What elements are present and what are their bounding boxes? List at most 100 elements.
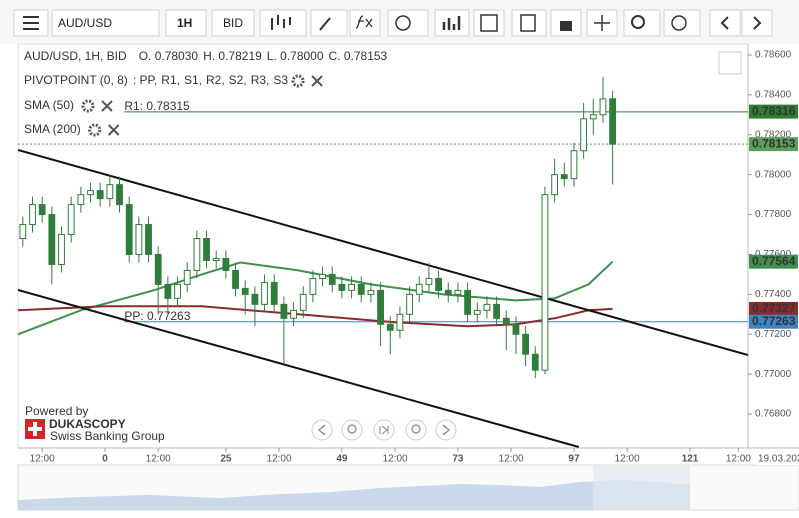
forward-icon xyxy=(753,16,762,30)
fullscreen-button[interactable] xyxy=(718,51,742,75)
report-button[interactable] xyxy=(511,9,547,37)
candle-body xyxy=(406,293,413,315)
ohlc-high: H. 0.78219 xyxy=(203,49,262,63)
candle xyxy=(357,276,365,303)
symbol-select[interactable] xyxy=(51,9,160,37)
candle-body xyxy=(425,277,433,285)
candle-body xyxy=(541,194,549,371)
candle-body xyxy=(280,303,288,319)
candle xyxy=(106,174,114,207)
y-tick-label: 0.77800 xyxy=(755,209,792,220)
candle xyxy=(454,282,462,303)
back-button[interactable] xyxy=(709,9,741,37)
reset-button[interactable] xyxy=(373,419,395,441)
ohlc-close: C. 0.78153 xyxy=(329,49,388,63)
x-tick-label: 25 xyxy=(220,454,232,465)
candle xyxy=(473,302,481,323)
candle-body xyxy=(599,98,607,116)
candle-body xyxy=(589,114,597,120)
navigator xyxy=(17,464,799,511)
side-select[interactable] xyxy=(211,9,255,37)
price-badge-label: 0.77564 xyxy=(752,254,796,268)
candle-body xyxy=(96,190,104,200)
candle-body xyxy=(261,281,268,305)
period-select[interactable] xyxy=(165,9,207,37)
candle-body xyxy=(415,283,423,295)
nav-controls xyxy=(311,419,457,441)
forward-button[interactable] xyxy=(741,9,773,37)
scroll-left-button[interactable] xyxy=(311,419,333,441)
chart-title: AUD/USD, 1H, BID xyxy=(24,49,127,63)
settings-icon xyxy=(81,99,95,113)
price-badge-label: 0.78153 xyxy=(752,136,796,150)
pivot-level: R2, xyxy=(206,73,225,87)
candle-body xyxy=(154,253,162,285)
nav-glyph xyxy=(379,425,389,435)
candle xyxy=(193,230,201,279)
candle-body xyxy=(38,204,46,216)
candle xyxy=(589,98,597,135)
candle-body xyxy=(299,293,307,311)
zoom-out-button[interactable] xyxy=(341,419,363,441)
candle xyxy=(290,302,297,327)
candle-body xyxy=(502,317,510,325)
upload-icon xyxy=(671,15,687,31)
header-bg xyxy=(20,48,410,66)
zoom-icon xyxy=(631,15,645,29)
zoom-in-button[interactable] xyxy=(405,419,427,441)
info-button[interactable] xyxy=(387,9,429,37)
candle xyxy=(493,296,501,327)
candle xyxy=(135,216,143,263)
info-icon xyxy=(395,15,411,31)
candle-body xyxy=(551,174,559,196)
candle-body xyxy=(377,289,384,325)
candle xyxy=(280,296,288,365)
price-badge-label: 0.77263 xyxy=(752,314,796,328)
date-label: 19.03.2021 xyxy=(758,454,799,465)
pivot-level: R3, xyxy=(251,73,270,87)
nav-glyph xyxy=(442,424,451,436)
draw-button[interactable] xyxy=(310,9,348,37)
x-tick-label: 12:00 xyxy=(726,454,751,465)
scroll-right-button[interactable] xyxy=(435,419,457,441)
candle-body xyxy=(609,98,617,145)
candle xyxy=(261,274,268,313)
candle-body xyxy=(531,353,539,371)
candle xyxy=(599,76,607,123)
candle-body xyxy=(328,273,336,285)
x-tick-label: 12:00 xyxy=(146,454,171,465)
nav-glyph xyxy=(317,424,326,436)
navigator-window[interactable] xyxy=(593,465,690,510)
level-label: PP: 0.77263 xyxy=(124,309,190,323)
candle xyxy=(38,196,46,223)
crosshair-icon xyxy=(594,15,610,31)
price-badge xyxy=(749,254,798,269)
candle xyxy=(19,216,27,247)
x-tick-label: 12:00 xyxy=(30,454,55,465)
price-badge xyxy=(749,301,798,316)
brand-name: DUKASCOPY xyxy=(49,417,126,431)
indicator-button[interactable] xyxy=(349,9,381,37)
price-badge-label: 0.78316 xyxy=(752,104,796,118)
volume-button[interactable] xyxy=(434,9,470,37)
pivot-level: S2, xyxy=(229,73,247,87)
candle-body xyxy=(396,313,404,331)
remove-icon xyxy=(311,75,323,87)
upload-button[interactable] xyxy=(663,9,701,37)
calendar-button[interactable] xyxy=(473,9,505,37)
candle-body xyxy=(454,289,462,295)
candle-body xyxy=(473,309,481,315)
calendar-icon xyxy=(480,14,498,32)
candle-body xyxy=(29,204,36,226)
candle xyxy=(367,282,375,303)
x-tick-label: 12:00 xyxy=(615,454,640,465)
lock-icon xyxy=(560,21,572,31)
crosshair-button[interactable] xyxy=(586,9,618,37)
y-tick-label: 0.77400 xyxy=(755,289,792,300)
candle xyxy=(560,162,568,187)
candle xyxy=(580,102,588,159)
candle xyxy=(609,90,617,185)
zoom-button[interactable] xyxy=(623,9,661,37)
candle-body xyxy=(493,303,501,319)
